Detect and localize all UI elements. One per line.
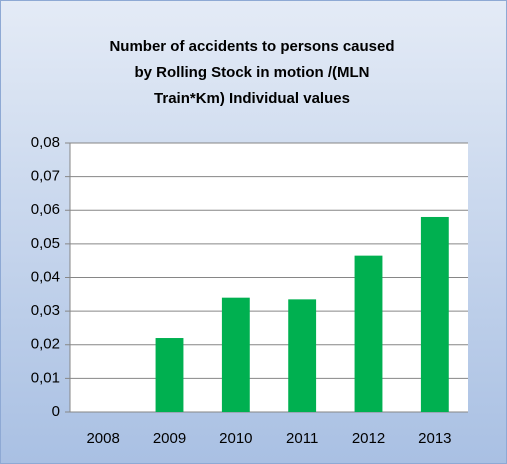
chart-title: by Rolling Stock in motion /(MLN [135,64,370,81]
y-tick-label: 0,03 [31,302,60,319]
x-tick-label: 2013 [418,430,451,447]
chart-title: Train*Km) Individual values [154,90,350,107]
bar [354,255,383,412]
y-tick-label: 0,07 [31,168,60,185]
y-tick-label: 0,01 [31,369,60,386]
chart-title: Number of accidents to persons caused [109,38,394,55]
x-tick-label: 2010 [219,430,252,447]
y-tick-label: 0,04 [31,268,60,285]
x-tick-label: 2009 [153,430,186,447]
y-tick-label: 0,02 [31,336,60,353]
y-tick-label: 0,06 [31,201,60,218]
y-tick-label: 0,08 [31,134,60,151]
x-tick-label: 2012 [352,430,385,447]
bar [288,299,317,412]
bar [155,338,184,412]
y-tick-label: 0 [52,403,60,420]
bar [420,216,449,412]
x-tick-label: 2011 [286,430,318,447]
y-tick-label: 0,05 [31,235,60,252]
bar [221,297,250,412]
x-tick-label: 2008 [86,430,119,447]
